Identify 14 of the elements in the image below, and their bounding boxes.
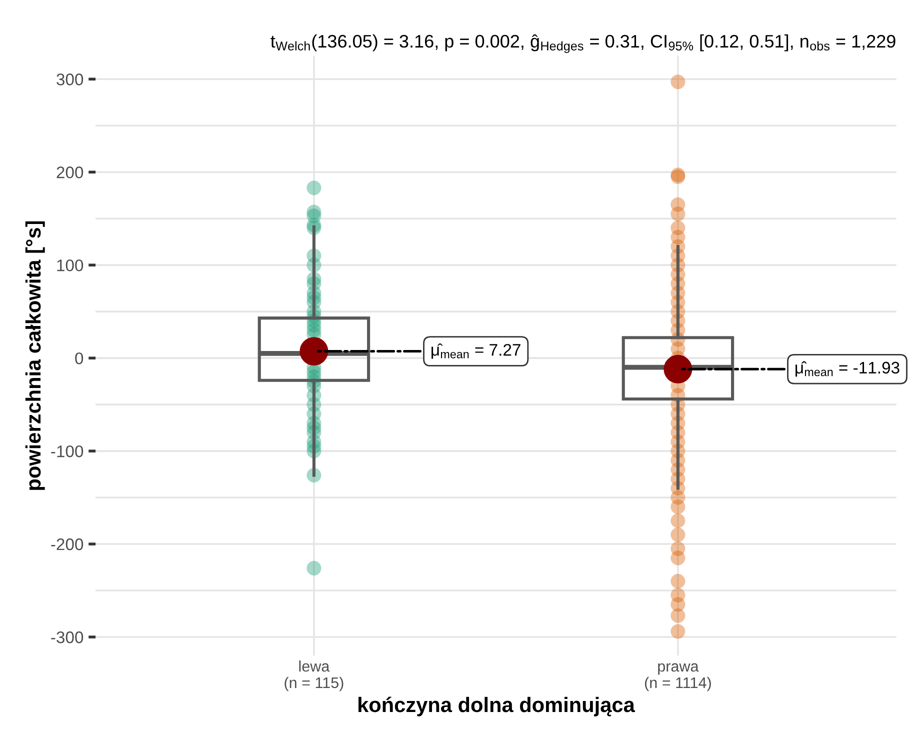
- chart-title: t$_{Welch}$(136.05) = 3.16, p = 0.002, ĝ$_{Hedges}$ = 0.31, CI$_{95%}$ [0.12, 0.51], n$_{obs}$ = 1,229: [270, 34, 896, 53]
- y-tick-label: 0: [75, 352, 84, 364]
- annotation: μ̂$_{mean}$ = 7.27: [432, 343, 520, 359]
- x-tick-label: lewa (n = 115): [284, 660, 344, 692]
- y-tick-label: -100: [51, 445, 84, 458]
- y-tick-label: 300: [56, 74, 84, 86]
- y-tick-label: 200: [56, 166, 84, 178]
- annotation: μ̂$_{mean}$ = -11.93: [796, 361, 900, 377]
- x-axis-title: kończyna dolna dominująca: [358, 696, 636, 716]
- y-axis-title: powierzchnia całkowita [°s]: [25, 221, 45, 490]
- y-tick-label: 100: [57, 259, 84, 272]
- y-tick-label: -300: [51, 631, 84, 644]
- y-tick-label: -200: [51, 538, 84, 550]
- x-tick-label: prawa (n = 1114): [644, 663, 711, 692]
